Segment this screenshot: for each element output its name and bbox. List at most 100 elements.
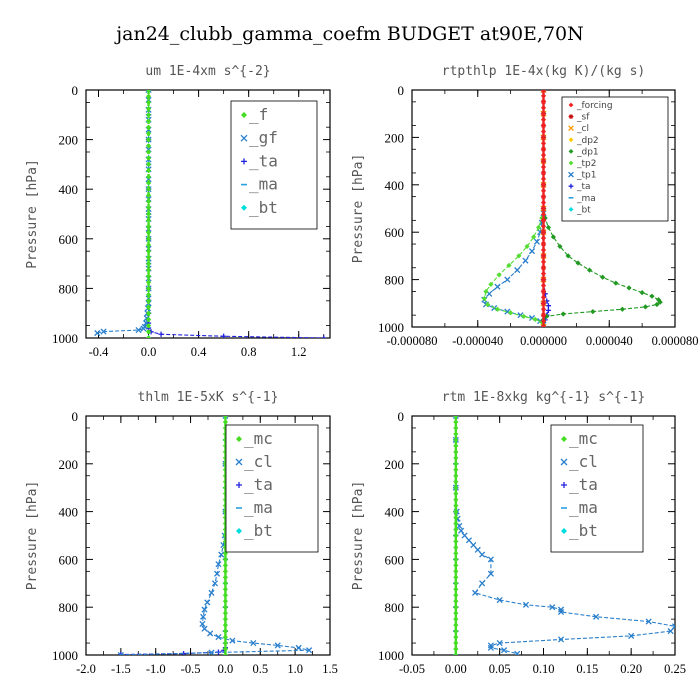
series-markers bbox=[117, 416, 313, 655]
x-tick-label: 0.0 bbox=[218, 662, 234, 676]
x-tick-label: -1.5 bbox=[111, 662, 131, 676]
legend-item-dp2: _dp2 bbox=[568, 136, 599, 146]
legend-item-f: _f bbox=[241, 105, 268, 124]
x-tick-label: 0.25 bbox=[664, 662, 686, 676]
y-tick-label: 800 bbox=[59, 281, 79, 296]
y-tick-label: 200 bbox=[59, 457, 79, 472]
legend-label: _cl bbox=[576, 124, 589, 134]
legend-item-mc: _mc bbox=[236, 429, 273, 448]
y-tick-label: 0 bbox=[72, 83, 79, 98]
legend-label: _ma bbox=[249, 175, 278, 194]
x-tick-label: -1.0 bbox=[146, 662, 166, 676]
x-tick-label: 1.0 bbox=[287, 662, 303, 676]
panel-title: rtm 1E-8xkg kg^{-1} s^{-1} bbox=[442, 390, 646, 405]
legend-item-forcing: _forcing bbox=[568, 101, 613, 111]
legend-label: _cl bbox=[244, 452, 273, 471]
legend-item-ma: _ma bbox=[236, 498, 273, 517]
series-group bbox=[452, 416, 675, 655]
series-group bbox=[94, 90, 327, 338]
legend: _forcing _sf_cl _dp2_dp1 _tp2 _tp1_ta _ma_bt bbox=[561, 96, 669, 222]
series-line bbox=[97, 90, 150, 334]
legend-item-bt: _bt bbox=[561, 521, 598, 540]
y-tick-label: 1000 bbox=[52, 331, 78, 346]
legend-item-ma: _ma bbox=[561, 498, 598, 517]
x-tick-label: 0.5 bbox=[252, 662, 268, 676]
legend-label: _bt bbox=[576, 205, 591, 215]
y-tick-label: 800 bbox=[59, 600, 79, 615]
y-tick-label: 600 bbox=[385, 552, 405, 567]
legend-label: _ma bbox=[244, 498, 273, 517]
legend: _f _gf _ta _ma _bt bbox=[230, 100, 318, 230]
figure-title: jan24_clubb_gamma_coefm BUDGET at90E,70N bbox=[114, 23, 584, 45]
series-forcing bbox=[540, 90, 547, 327]
legend-label: _ma bbox=[569, 498, 598, 517]
legend-label: _mc bbox=[244, 429, 273, 448]
y-tick-label: 400 bbox=[385, 178, 405, 193]
y-axis-label: Pressure [hPa] bbox=[351, 481, 366, 591]
legend-item-cl: _cl bbox=[560, 452, 598, 471]
x-tick-label: 1.5 bbox=[322, 662, 338, 676]
y-tick-label: 800 bbox=[385, 600, 405, 615]
series-ta bbox=[118, 416, 229, 655]
chart-panel-1: um 1E-4xm s^{-2} Pressure [hPa] 0 200 400 600… bbox=[25, 64, 331, 359]
series-mc bbox=[453, 416, 459, 655]
y-tick-label: 400 bbox=[59, 182, 79, 197]
legend-label: _bt bbox=[569, 521, 598, 540]
legend-label: _cl bbox=[569, 452, 598, 471]
y-tick-label: 1000 bbox=[52, 648, 78, 663]
x-tick-label: 0.00 bbox=[445, 662, 467, 676]
legend-item-cl: _cl bbox=[568, 124, 589, 134]
series-tp1 bbox=[481, 90, 547, 327]
x-tick-label: -0.5 bbox=[181, 662, 201, 676]
x-tick-label: -0.000040 bbox=[452, 334, 503, 348]
panel-title: rtpthlp 1E-4x(kg K)/(kg s) bbox=[442, 64, 646, 79]
x-tick-label: -0.05 bbox=[399, 662, 425, 676]
x-tick-label: -0.000080 bbox=[386, 334, 437, 348]
series-markers bbox=[118, 416, 229, 655]
legend-item-ma: _ma bbox=[568, 194, 596, 204]
x-tick-label: 0.10 bbox=[533, 662, 555, 676]
y-tick-label: 600 bbox=[59, 552, 79, 567]
y-tick-label: 200 bbox=[385, 130, 405, 145]
chart-panel-3: thlm 1E-5xK s^{-1} Pressure [hPa] 0 200 400 6… bbox=[25, 390, 338, 676]
chart-panel-4: rtm 1E-8xkg kg^{-1} s^{-1} Pressure [hPa]… bbox=[351, 390, 686, 676]
legend-item-bt: _bt bbox=[241, 198, 278, 217]
x-tick-label: 0.4 bbox=[191, 345, 207, 359]
panel-title: um 1E-4xm s^{-2} bbox=[145, 64, 270, 79]
x-tick-label: -2.0 bbox=[76, 662, 96, 676]
legend-item-tp1: _tp1 bbox=[568, 171, 596, 181]
legend-item-gf: _gf bbox=[240, 128, 278, 147]
series-markers bbox=[145, 90, 152, 338]
legend-label: _bt bbox=[244, 521, 273, 540]
y-tick-label: 600 bbox=[59, 232, 79, 247]
series-line bbox=[483, 90, 545, 326]
series-group bbox=[481, 90, 663, 327]
legend-item-ta: _ta bbox=[236, 475, 273, 494]
plot-frame bbox=[85, 89, 331, 339]
legend-label: _ta bbox=[244, 475, 273, 494]
series-group bbox=[117, 416, 313, 655]
x-tick-label: 0.05 bbox=[489, 662, 511, 676]
y-tick-label: 400 bbox=[385, 505, 405, 520]
legend-item-ta: _ta bbox=[568, 182, 591, 192]
chart-panel-2: rtpthlp 1E-4x(kg K)/(kg s) Pressure [hPa]… bbox=[351, 64, 698, 348]
legend-label: _tp2 bbox=[576, 159, 596, 169]
legend-label: _mc bbox=[569, 429, 598, 448]
legend-item-dp1: _dp1 bbox=[568, 147, 599, 157]
legend: _mc _cl _ta _ma _bt bbox=[225, 424, 319, 553]
y-tick-label: 400 bbox=[59, 505, 79, 520]
series-markers bbox=[452, 416, 675, 655]
x-tick-label: 0.000040 bbox=[586, 334, 633, 348]
y-axis-label: Pressure [hPa] bbox=[25, 159, 40, 269]
x-tick-label: 0.15 bbox=[576, 662, 598, 676]
legend: _mc _cl _ta _ma _bt bbox=[550, 424, 644, 553]
x-tick-label: 0.20 bbox=[620, 662, 642, 676]
legend-item-ta: _ta bbox=[241, 151, 278, 170]
x-tick-label: 0.0 bbox=[141, 345, 157, 359]
series-cl bbox=[117, 416, 313, 655]
y-axis-label: Pressure [hPa] bbox=[351, 154, 366, 264]
legend-item-cl: _cl bbox=[235, 452, 273, 471]
series-line bbox=[483, 90, 545, 325]
legend-label: _ta bbox=[576, 182, 591, 192]
